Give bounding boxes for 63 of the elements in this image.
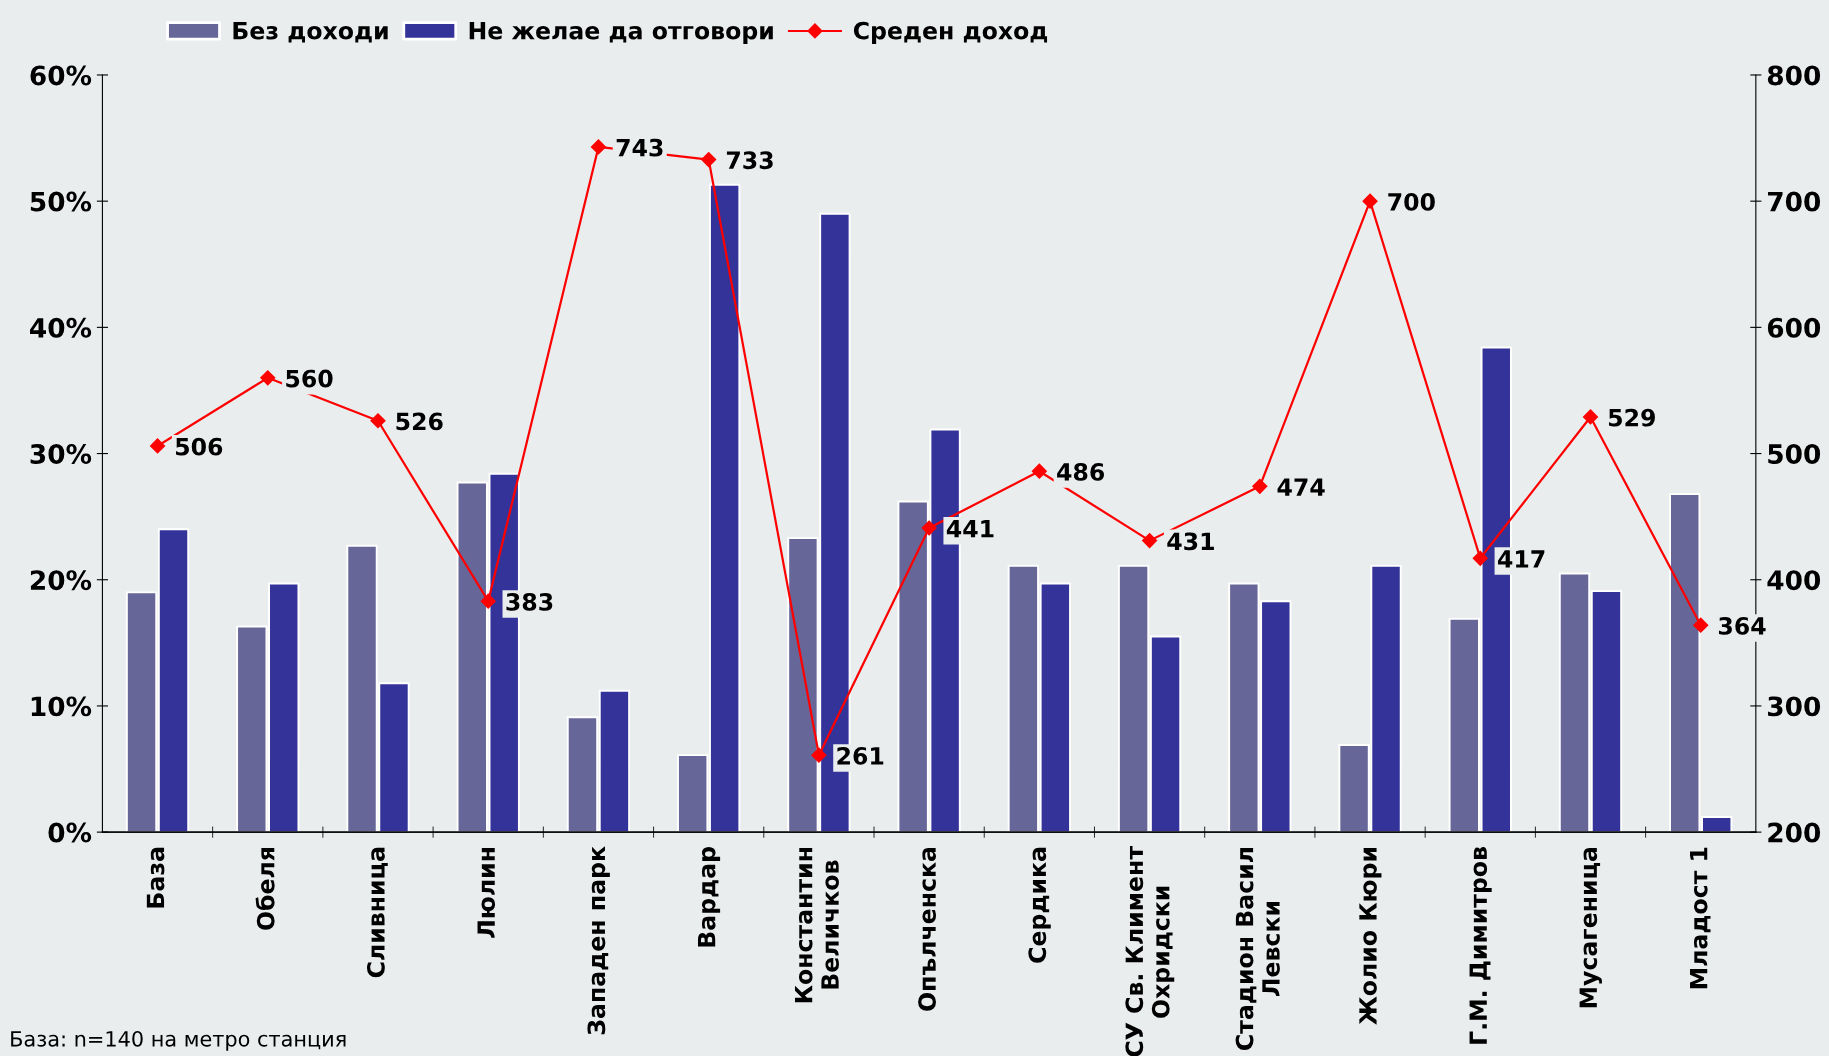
x-tick-label: Г.М. Димитров [1469, 847, 1492, 1044]
point [1362, 193, 1378, 209]
data-label: 474 [1277, 478, 1325, 496]
x-tick-label: Опълченска [918, 847, 936, 1011]
x-tick-label: Константин Величков [794, 848, 839, 1003]
point [370, 413, 386, 429]
x-tick-label: Люлин [477, 848, 496, 938]
y-tick-label: 50% [30, 191, 92, 212]
point [1031, 463, 1047, 479]
text: База: n=140 на метро станция [11, 1030, 346, 1051]
y-tick-label: 30% [30, 443, 92, 464]
x-tick-label: Западен парк [587, 846, 610, 1035]
y2-tick-label: 800 [1767, 65, 1821, 86]
point [1693, 617, 1709, 633]
x-tick-label: СУ Св. Климент Охридски [1125, 846, 1175, 1056]
y2-tick-label: 700 [1768, 191, 1821, 212]
y-tick-label: 10% [31, 696, 92, 717]
point [260, 370, 276, 386]
x-tick-label: Вардар [697, 847, 721, 947]
data-label: 529 [1608, 408, 1655, 427]
point [480, 593, 496, 609]
x-tick-label: Жолио Кюри [1359, 848, 1382, 1025]
data-label: 486 [1057, 462, 1105, 481]
y-tick-label: 60% [30, 65, 92, 86]
point [1582, 409, 1599, 425]
y-tick-label: 0% [48, 822, 92, 843]
data-label: 261 [837, 746, 884, 765]
point [921, 520, 937, 536]
x-tick-label: Мусагеница [1579, 847, 1602, 1008]
data-label: 364 [1718, 616, 1766, 635]
x-tick-label: Младост 1 [1690, 847, 1711, 989]
data-label: 733 [726, 151, 773, 170]
x-tick-label: База [146, 847, 165, 908]
data-label: 441 [946, 520, 994, 538]
data-label: 383 [506, 592, 553, 611]
y2-tick-label: 300 [1768, 696, 1821, 717]
data-label: 700 [1388, 192, 1435, 211]
y-tick-label: 40% [30, 317, 92, 338]
x-tick-label: Сердика [1028, 847, 1051, 963]
data-label: 743 [616, 138, 663, 157]
x-tick-label: Обеля [255, 847, 275, 930]
point [1472, 550, 1488, 566]
legend-label: Не желае да отговори [469, 21, 773, 45]
data-label: 417 [1498, 550, 1545, 568]
point [1142, 533, 1158, 549]
point [701, 151, 717, 168]
y-tick-label: 20% [30, 570, 92, 591]
legend-label: Без доходи [233, 21, 388, 43]
point [811, 747, 827, 763]
data-label: 506 [176, 437, 223, 456]
data-label: 526 [396, 412, 443, 431]
x-tick-label: Сливница [366, 847, 388, 978]
legend-label: Среден доход [853, 21, 1048, 45]
point [590, 139, 607, 155]
data-label: 560 [286, 369, 333, 388]
y2-tick-label: 400 [1767, 570, 1821, 591]
y2-tick-label: 500 [1768, 443, 1821, 464]
y2-tick-label: 600 [1767, 317, 1821, 338]
point [1252, 478, 1268, 494]
data-label: 431 [1167, 532, 1214, 551]
y2-tick-label: 200 [1768, 822, 1821, 843]
point [149, 438, 166, 454]
x-tick-label: Стадион Васил Левски [1235, 848, 1280, 1050]
